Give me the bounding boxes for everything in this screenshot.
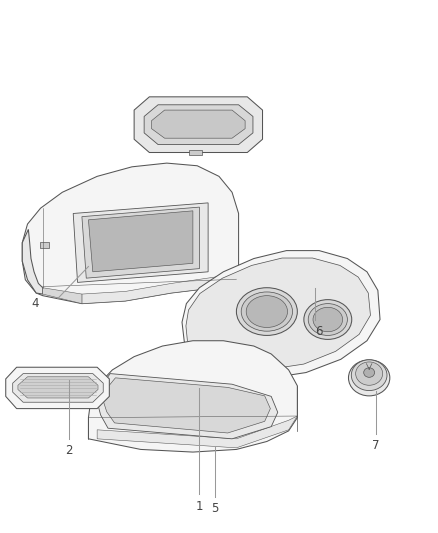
Polygon shape [82, 207, 199, 278]
Text: 7: 7 [372, 439, 379, 452]
Polygon shape [152, 110, 245, 138]
Text: 4: 4 [31, 297, 39, 310]
Text: 6: 6 [315, 325, 322, 338]
Polygon shape [97, 416, 297, 448]
Polygon shape [88, 211, 193, 272]
Polygon shape [97, 374, 278, 439]
Polygon shape [188, 150, 201, 155]
Ellipse shape [313, 308, 343, 332]
Polygon shape [182, 251, 380, 378]
Ellipse shape [304, 300, 352, 340]
Ellipse shape [351, 360, 387, 391]
Polygon shape [82, 272, 239, 304]
Text: 2: 2 [65, 444, 73, 457]
Ellipse shape [356, 362, 383, 385]
Polygon shape [43, 288, 82, 304]
Ellipse shape [246, 296, 288, 327]
Polygon shape [13, 374, 103, 402]
Ellipse shape [308, 304, 347, 335]
Text: 1: 1 [196, 500, 203, 513]
Polygon shape [144, 105, 253, 144]
Text: 5: 5 [211, 503, 218, 515]
Polygon shape [186, 258, 371, 369]
Polygon shape [22, 163, 239, 304]
Polygon shape [40, 242, 49, 248]
Ellipse shape [349, 360, 390, 396]
Polygon shape [134, 97, 262, 152]
Polygon shape [88, 341, 297, 452]
Polygon shape [18, 377, 98, 398]
Ellipse shape [237, 288, 297, 335]
Polygon shape [6, 367, 110, 409]
Ellipse shape [241, 292, 293, 331]
Ellipse shape [364, 368, 374, 377]
Polygon shape [73, 203, 208, 282]
Polygon shape [104, 378, 270, 433]
Polygon shape [22, 229, 43, 294]
